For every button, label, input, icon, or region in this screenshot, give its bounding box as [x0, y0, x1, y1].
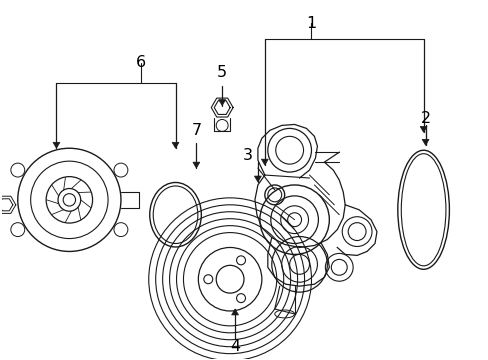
Polygon shape: [172, 142, 179, 148]
Text: 4: 4: [229, 339, 240, 354]
Polygon shape: [419, 126, 426, 132]
Text: 5: 5: [217, 65, 227, 80]
Text: 3: 3: [243, 148, 252, 163]
Text: 2: 2: [420, 111, 430, 126]
Polygon shape: [53, 142, 60, 148]
Polygon shape: [218, 100, 225, 105]
Polygon shape: [254, 176, 261, 182]
Polygon shape: [261, 159, 268, 165]
Polygon shape: [421, 139, 428, 145]
Text: 1: 1: [305, 16, 316, 31]
Polygon shape: [192, 162, 200, 168]
Polygon shape: [231, 309, 238, 315]
Text: 6: 6: [136, 55, 145, 71]
Text: 7: 7: [191, 123, 201, 138]
